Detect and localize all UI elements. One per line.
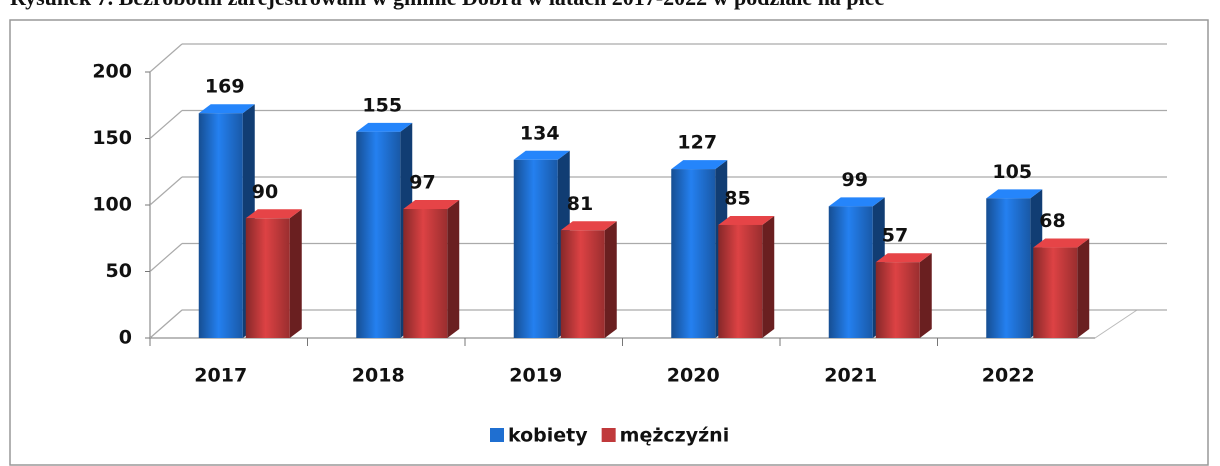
bar-top	[671, 160, 728, 170]
grid-line-side	[149, 309, 183, 339]
bar-side	[762, 215, 775, 338]
data-label: 127	[677, 132, 717, 154]
bar-side	[1077, 238, 1090, 338]
y-tick-label: 150	[92, 127, 132, 149]
y-tick-label: 0	[119, 327, 132, 349]
grid-line-side	[149, 176, 183, 206]
bar	[513, 159, 558, 338]
bar-top	[513, 150, 570, 160]
bar	[828, 206, 873, 338]
bar-top	[403, 199, 460, 209]
bar-side	[919, 253, 932, 338]
data-label: 68	[1039, 210, 1065, 232]
grid-line-side	[149, 110, 183, 139]
y-tick-label: 50	[106, 260, 132, 282]
bar-top	[718, 215, 775, 225]
bar	[403, 208, 448, 338]
x-tick-label: 2017	[194, 365, 247, 387]
data-label: 134	[520, 122, 560, 144]
data-label: 155	[362, 94, 402, 116]
legend-label: mężczyźni	[620, 425, 730, 447]
y-tick-label: 100	[92, 194, 132, 216]
data-label: 81	[567, 193, 593, 215]
data-label: 85	[724, 187, 750, 209]
bar-top	[1033, 238, 1090, 248]
legend-swatch	[490, 428, 504, 442]
data-label: 105	[992, 161, 1032, 183]
legend-swatch	[601, 428, 616, 442]
data-label: 57	[882, 225, 908, 247]
x-tick-label: 2022	[982, 365, 1035, 387]
bar	[875, 262, 920, 338]
data-label: 90	[252, 181, 278, 203]
bar-side	[289, 209, 302, 338]
x-tick-label: 2018	[352, 365, 405, 387]
bar	[356, 131, 401, 338]
bar-top	[560, 221, 617, 231]
bar	[1033, 247, 1078, 338]
chart-title: Rysunek 7. Bezrobotni zarejestrowani w g…	[10, 0, 885, 10]
x-tick-label: 2021	[824, 365, 877, 387]
bar	[245, 218, 290, 338]
x-tick-label: 2019	[509, 365, 562, 387]
bar	[986, 198, 1031, 338]
bar-top	[986, 189, 1043, 199]
grid-line-side	[149, 243, 183, 272]
bar-side	[447, 199, 460, 338]
data-label: 169	[205, 76, 245, 98]
bar	[671, 169, 716, 338]
bar-top	[828, 197, 885, 207]
bar-top	[245, 209, 302, 219]
legend-label: kobiety	[508, 425, 588, 447]
bar-top	[198, 104, 255, 114]
x-tick-label: 2020	[667, 365, 720, 387]
bar-top	[356, 122, 413, 132]
chart-frame	[9, 19, 1209, 466]
data-label: 99	[842, 169, 868, 191]
bar	[718, 224, 763, 338]
bar	[198, 113, 243, 338]
bar-top	[875, 253, 932, 263]
grid-line-side	[149, 43, 183, 73]
data-label: 97	[409, 171, 435, 193]
y-tick-label: 200	[92, 61, 132, 83]
bar-side	[604, 221, 617, 338]
bar	[560, 230, 605, 338]
